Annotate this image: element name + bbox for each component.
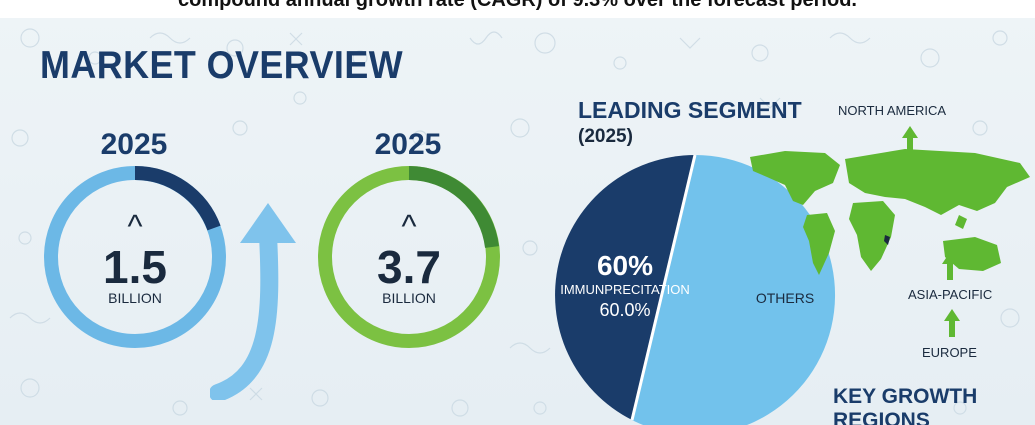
metric-2-caret: ^ bbox=[401, 208, 417, 244]
banner-text: compound annual growth rate (CAGR) of 9.… bbox=[178, 0, 857, 11]
metric-1-caret: ^ bbox=[127, 208, 143, 244]
metric-2-unit: BILLION bbox=[382, 290, 436, 306]
arrow-up-icon bbox=[942, 252, 958, 280]
segment-pie-chart bbox=[555, 154, 836, 425]
key-growth-heading: KEY GROWTH REGIONS bbox=[833, 385, 977, 425]
page-title: MARKET OVERVIEW bbox=[40, 44, 404, 87]
metric-1-year: 2025 bbox=[100, 128, 168, 161]
segment-title: LEADING SEGMENT bbox=[578, 97, 802, 123]
background-doodles bbox=[9, 28, 1020, 417]
segment-year: (2025) bbox=[578, 126, 633, 147]
pie-slice-name: IMMUNPRECITATION bbox=[560, 282, 690, 297]
pie-slice-others-label: OTHERS bbox=[755, 290, 815, 306]
metric-2-year: 2025 bbox=[374, 128, 442, 161]
key-growth-line-2: REGIONS bbox=[833, 409, 930, 425]
pie-slice-percent: 60% bbox=[596, 250, 654, 281]
metric-1-value: 1.5 bbox=[103, 241, 167, 293]
pie-slice-sublabel: 60.0% bbox=[599, 300, 651, 320]
pie-slice-others bbox=[632, 155, 836, 425]
metric-2-ring bbox=[318, 166, 500, 348]
arrow-up-icon bbox=[944, 309, 960, 337]
region-europe: EUROPE bbox=[922, 345, 977, 360]
top-banner: compound annual growth rate (CAGR) of 9.… bbox=[0, 0, 1035, 18]
region-north-america: NORTH AMERICA bbox=[838, 103, 947, 118]
world-map-icon bbox=[750, 149, 1030, 275]
key-growth-line-1: KEY GROWTH bbox=[833, 385, 978, 408]
arrow-up-icon bbox=[902, 126, 918, 154]
metric-1-ring bbox=[44, 165, 226, 348]
growth-arrow-icon bbox=[210, 203, 296, 400]
metric-2-value: 3.7 bbox=[377, 241, 441, 293]
region-asia-pacific: ASIA-PACIFIC bbox=[908, 287, 993, 302]
metric-1-unit: BILLION bbox=[108, 290, 162, 306]
pie-slice-immunprecitation bbox=[555, 155, 695, 420]
